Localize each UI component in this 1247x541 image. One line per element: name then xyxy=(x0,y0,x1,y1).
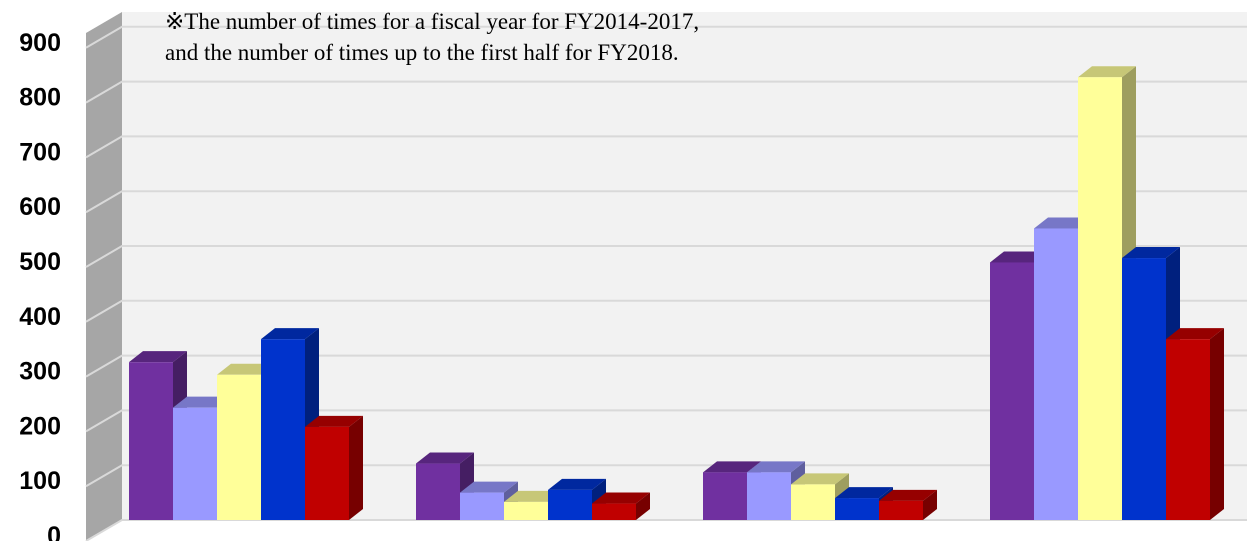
bar-top xyxy=(261,328,319,340)
bar-front xyxy=(747,472,791,520)
gridlines xyxy=(85,25,1247,541)
gridline xyxy=(85,519,1247,541)
gridline xyxy=(85,409,1247,433)
gridline xyxy=(85,464,1247,488)
bar-front xyxy=(305,426,349,520)
gridline xyxy=(85,80,1247,104)
bar-front xyxy=(416,463,460,520)
bar-side xyxy=(636,492,650,520)
bars xyxy=(129,66,1224,521)
bar xyxy=(1166,328,1224,520)
gridline xyxy=(85,245,1247,268)
y-tick-label: 700 xyxy=(19,138,61,166)
bar-top xyxy=(791,473,849,485)
bar-front xyxy=(835,498,879,520)
bar-top xyxy=(504,490,562,502)
bar-top xyxy=(747,461,805,473)
bar-front xyxy=(460,492,504,520)
bar xyxy=(592,492,650,520)
side-wall xyxy=(86,12,122,541)
gridline xyxy=(85,190,1247,214)
bar-front xyxy=(990,262,1034,520)
bar-front xyxy=(504,501,548,520)
bar-front xyxy=(879,500,923,520)
y-tick-label: 100 xyxy=(19,467,61,495)
bar-top xyxy=(592,492,650,504)
bar-front xyxy=(1122,258,1166,520)
y-tick-label: 800 xyxy=(19,84,61,112)
gridline xyxy=(85,135,1247,159)
bar-front xyxy=(1034,228,1078,521)
bar-front xyxy=(791,484,835,520)
bar-top xyxy=(879,489,937,501)
bar-top xyxy=(173,396,231,408)
y-tick-label: 0 xyxy=(47,522,61,541)
bar-front xyxy=(548,489,592,520)
bar-top xyxy=(1078,66,1136,78)
bar-top xyxy=(129,351,187,363)
y-tick-label: 900 xyxy=(19,29,61,57)
bar-top xyxy=(990,251,1048,263)
gridline xyxy=(85,25,1247,49)
bar xyxy=(879,489,937,520)
bar-top xyxy=(1034,217,1092,229)
y-tick-label: 200 xyxy=(19,412,61,440)
y-tick-label: 400 xyxy=(19,303,61,331)
bar-side xyxy=(923,489,937,520)
annotation-line-2: and the number of times up to the first … xyxy=(165,40,679,65)
bar xyxy=(305,415,363,520)
y-tick-label: 300 xyxy=(19,358,61,386)
bar-top xyxy=(416,452,474,464)
bar-front xyxy=(703,472,747,520)
bar-front xyxy=(173,407,217,520)
bar xyxy=(460,481,518,520)
y-tick-label: 500 xyxy=(19,248,61,276)
gridline xyxy=(85,354,1247,378)
bar-front xyxy=(1078,77,1122,520)
bar-top xyxy=(548,478,606,490)
back-wall xyxy=(122,12,1247,520)
bar-top xyxy=(1166,328,1224,340)
y-tick-label: 600 xyxy=(19,193,61,221)
bar-side xyxy=(349,415,363,520)
bar-front xyxy=(217,374,261,520)
bar-side xyxy=(1210,328,1224,520)
gridline xyxy=(85,299,1247,323)
y-axis-ticks: 0 100 200 300 400 500 600 700 800 900 xyxy=(19,29,61,541)
bar-top xyxy=(217,363,275,375)
bar-top xyxy=(460,481,518,493)
bar-front xyxy=(129,362,173,520)
annotation-line-1: ※The number of times for a fiscal year f… xyxy=(165,9,699,34)
bar-front xyxy=(592,503,636,520)
bar-front xyxy=(261,339,305,520)
bar-top xyxy=(305,415,363,427)
bar-front xyxy=(1166,339,1210,520)
bar-top xyxy=(835,487,893,499)
bar-top xyxy=(703,461,761,473)
bar-top xyxy=(1122,247,1180,259)
